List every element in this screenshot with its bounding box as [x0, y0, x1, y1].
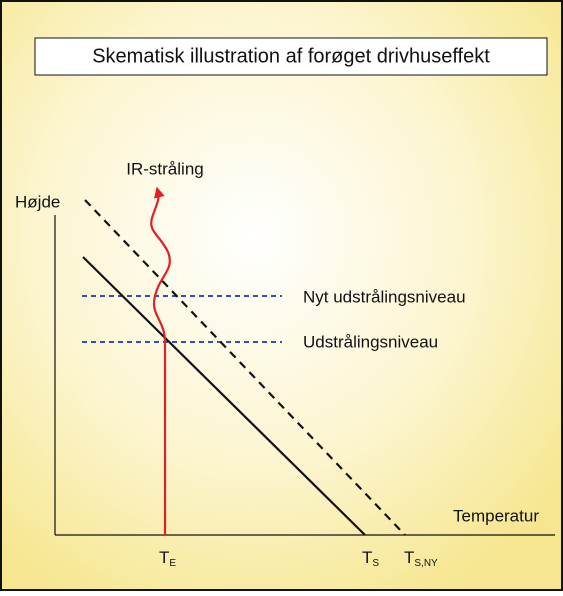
x-axis-label: Temperatur	[453, 506, 539, 525]
tick-main: T	[159, 548, 169, 567]
title-box	[34, 37, 548, 76]
tick-main: T	[404, 548, 414, 567]
level-label: Udstrålingsniveau	[303, 332, 438, 351]
tick-sub: E	[169, 558, 176, 569]
y-axis-label: Højde	[15, 192, 60, 211]
new-level-label: Nyt udstrålingsniveau	[303, 287, 466, 306]
ir-label: IR-stråling	[126, 159, 203, 178]
title: Skematisk illustration af forøget drivhu…	[92, 45, 490, 67]
tick-sub: S	[372, 558, 379, 569]
tick-main: T	[362, 548, 372, 567]
ir-radiation	[150, 186, 171, 535]
new-profile	[84, 199, 406, 536]
tick-tsny: TS,NY	[404, 548, 438, 568]
tick-ts: TS	[362, 548, 379, 568]
tick-te: TE	[159, 548, 176, 568]
tick-sub: S,NY	[414, 558, 438, 569]
profile	[82, 256, 366, 536]
